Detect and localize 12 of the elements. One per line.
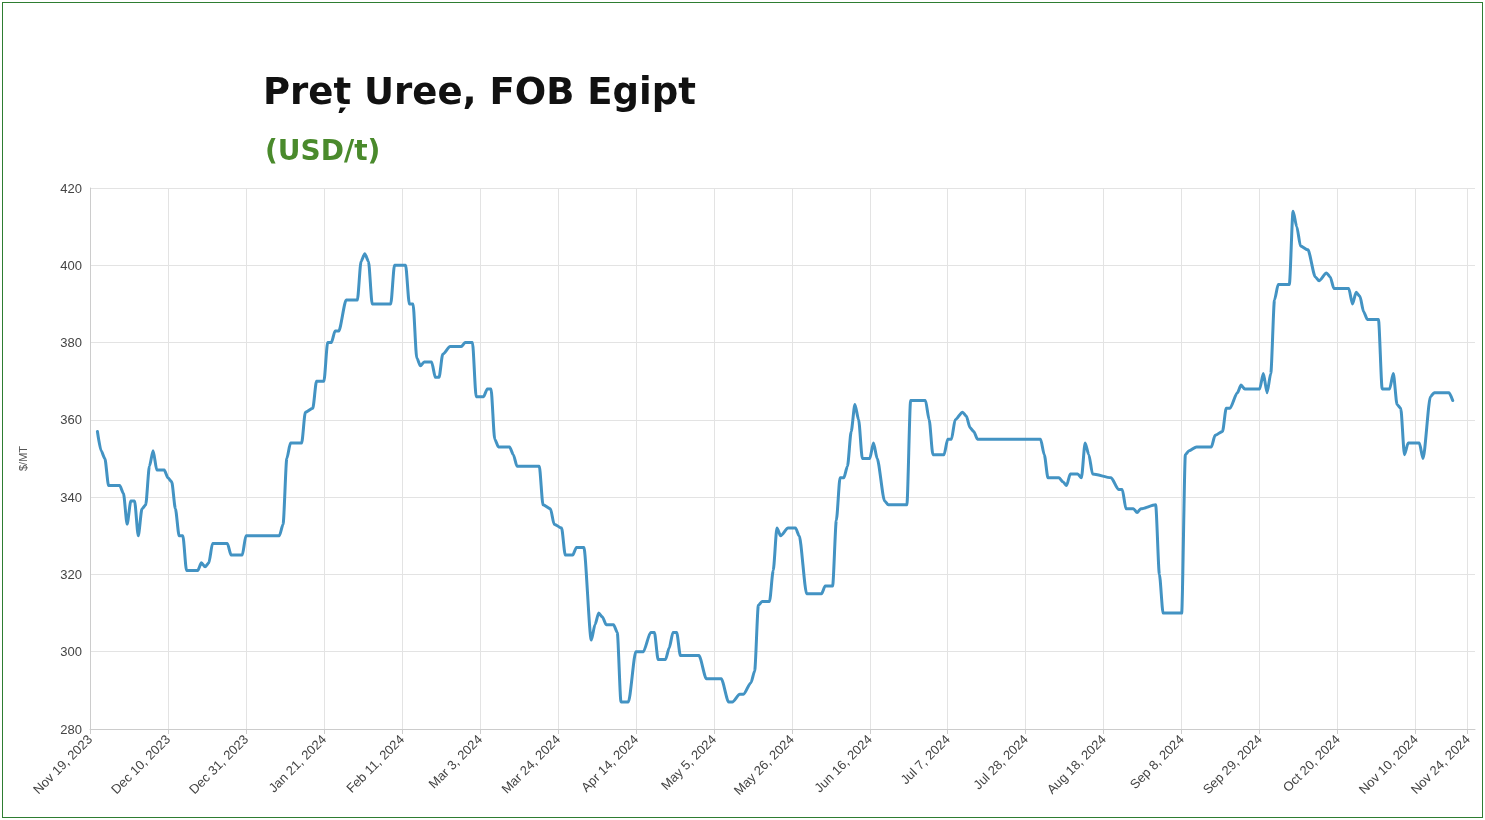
y-axis-title: $/MT (16, 445, 29, 472)
y-tick-label: 280 (60, 721, 82, 737)
chart-title: Preț Uree, FOB Egipt (263, 70, 696, 113)
y-tick-label: 300 (60, 644, 82, 660)
y-tick-label: 420 (60, 180, 82, 196)
y-tick-label: 360 (60, 412, 82, 428)
y-tick-label: 320 (60, 566, 82, 582)
y-tick-label: 380 (60, 335, 82, 351)
y-tick-label: 400 (60, 257, 82, 273)
y-tick-label: 340 (60, 489, 82, 505)
chart-subtitle: (USD/t) (265, 133, 381, 167)
line-series (95, 209, 1455, 704)
